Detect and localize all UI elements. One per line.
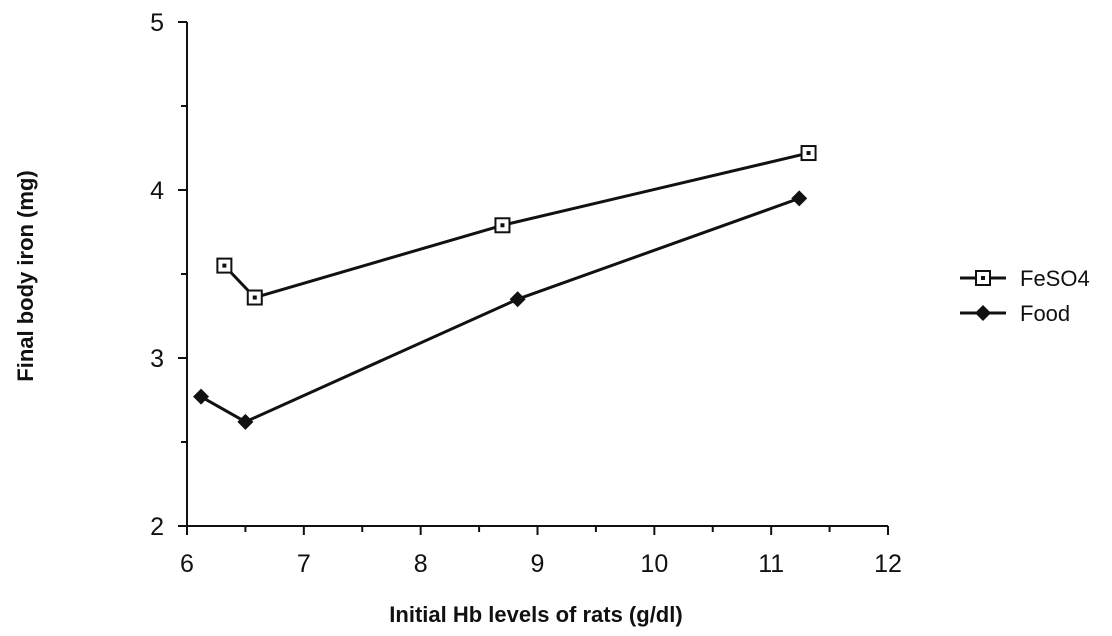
legend-label-food: Food xyxy=(1020,301,1070,326)
data-point-food xyxy=(509,291,526,308)
axes xyxy=(186,22,888,527)
x-tick-label: 12 xyxy=(874,550,902,578)
series-layer xyxy=(193,145,817,430)
x-axis-ticks: 6 7 8 9 10 11 12 xyxy=(180,526,902,578)
x-tick-label: 9 xyxy=(531,550,545,578)
series-line-food xyxy=(200,196,800,424)
y-tick-label: 5 xyxy=(150,9,164,37)
data-point-food xyxy=(791,190,808,207)
legend-marker-food xyxy=(975,305,991,321)
x-tick-label: 11 xyxy=(758,550,784,578)
legend-marker-feso4-inner xyxy=(981,276,985,280)
legend-label-feso4: FeSO4 xyxy=(1020,266,1090,291)
legend-item-feso4: FeSO4 xyxy=(960,266,1090,291)
y-axis-ticks: 2 3 4 5 xyxy=(150,9,187,541)
data-point-feso4-inner xyxy=(806,151,811,156)
data-point-food xyxy=(237,413,254,430)
x-tick-label: 10 xyxy=(640,550,668,578)
x-tick-label: 7 xyxy=(297,550,311,578)
x-axis-title: Initial Hb levels of rats (g/dl) xyxy=(389,602,682,627)
data-point-feso4-inner xyxy=(222,263,227,268)
y-axis-title: Final body iron (mg) xyxy=(13,170,38,381)
data-point-feso4-inner xyxy=(252,295,257,300)
y-tick-label: 2 xyxy=(150,513,164,541)
data-point-food xyxy=(193,388,210,405)
series-line-feso4 xyxy=(223,151,809,300)
x-tick-label: 6 xyxy=(180,550,194,578)
x-tick-label: 8 xyxy=(414,550,428,578)
y-tick-label: 3 xyxy=(150,345,164,373)
legend-item-food: Food xyxy=(960,301,1070,326)
data-point-feso4-inner xyxy=(500,223,505,228)
legend: FeSO4 Food xyxy=(960,266,1090,326)
y-tick-label: 4 xyxy=(150,177,164,205)
